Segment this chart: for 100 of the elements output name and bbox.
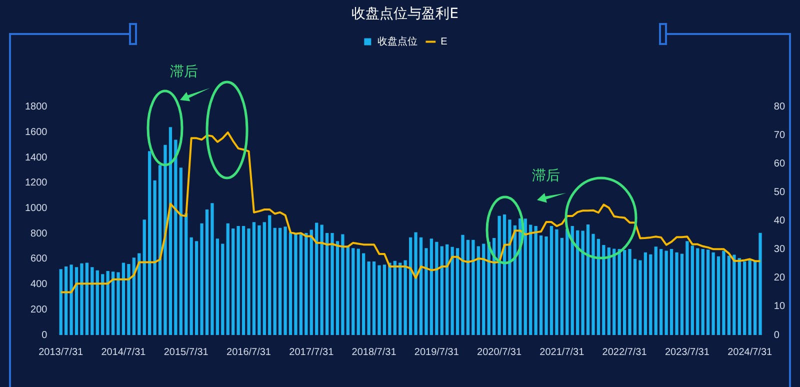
- bar: [284, 226, 287, 335]
- bar: [210, 203, 214, 335]
- bar: [304, 232, 308, 335]
- bar: [622, 250, 626, 335]
- bar: [644, 252, 648, 335]
- bar: [96, 270, 99, 335]
- bar: [288, 232, 292, 335]
- bar: [278, 228, 282, 335]
- bar: [450, 246, 454, 335]
- x-tick-label: 2013/7/31: [38, 346, 84, 358]
- bar: [544, 236, 548, 335]
- y-tick-label: 800: [30, 228, 48, 240]
- y-tick-label: 0: [42, 330, 48, 341]
- y2-tick-label: 80: [774, 102, 786, 113]
- bar: [242, 226, 246, 335]
- bar: [618, 249, 621, 335]
- bar: [498, 216, 501, 335]
- bar: [675, 252, 678, 335]
- bar: [408, 237, 412, 335]
- bar: [236, 226, 240, 335]
- bar: [424, 248, 428, 335]
- bar: [216, 238, 220, 335]
- chart-title: 收盘点位与盈利E: [352, 6, 458, 22]
- x-tick-label: 2019/7/31: [414, 346, 460, 358]
- bar: [372, 261, 376, 335]
- bar: [581, 230, 584, 335]
- bar: [555, 229, 558, 335]
- bar: [524, 218, 527, 335]
- bar: [529, 224, 532, 335]
- bar: [712, 252, 715, 335]
- bar: [660, 249, 663, 335]
- bar: [456, 248, 460, 335]
- bar: [90, 267, 94, 335]
- bar: [101, 274, 104, 335]
- y-tick-label: 1600: [24, 126, 48, 138]
- bar: [430, 238, 434, 335]
- bar: [262, 222, 266, 335]
- x-tick-label: 2016/7/31: [226, 346, 272, 358]
- y2-tick-label: 70: [774, 130, 786, 142]
- bar: [310, 230, 313, 335]
- bar: [706, 250, 710, 335]
- bar: [732, 254, 736, 335]
- bar: [367, 261, 370, 335]
- bar: [482, 244, 486, 335]
- y2-tick-label: 40: [774, 216, 786, 227]
- y2-tick-label: 0: [774, 330, 780, 341]
- bar: [461, 234, 464, 335]
- y2-tick-label: 10: [774, 301, 786, 312]
- bar: [294, 234, 298, 335]
- bar: [404, 260, 407, 335]
- bar: [686, 241, 689, 335]
- bar: [362, 253, 366, 335]
- bar: [158, 165, 162, 335]
- bar: [142, 220, 146, 335]
- bar: [654, 246, 658, 335]
- annotation: 滞后: [532, 167, 560, 185]
- bar: [122, 262, 126, 335]
- bar: [258, 225, 261, 335]
- text: 滞后: [170, 63, 198, 81]
- bar: [205, 209, 209, 335]
- x-tick-label: 2022/7/31: [602, 346, 648, 358]
- x-tick-label: 2014/7/31: [101, 346, 146, 358]
- bar: [539, 235, 543, 335]
- bar: [85, 262, 89, 335]
- bar: [153, 180, 156, 335]
- bar: [168, 127, 172, 335]
- bar: [727, 256, 731, 335]
- y-tick-label: 200: [30, 304, 48, 316]
- y-tick-label: 1400: [24, 152, 48, 164]
- y-tick-label: 400: [30, 279, 48, 290]
- legend-label: E: [440, 36, 448, 48]
- bar: [502, 214, 506, 335]
- bar: [346, 246, 350, 335]
- bar: [534, 226, 538, 335]
- bar: [247, 228, 250, 335]
- bar: [148, 151, 152, 335]
- bar: [716, 256, 720, 335]
- bar: [64, 266, 68, 335]
- bar: [106, 270, 110, 335]
- bar: [472, 240, 475, 335]
- bar: [596, 238, 600, 335]
- x-tick-label: 2018/7/31: [352, 346, 397, 358]
- bar: [758, 232, 762, 335]
- bar: [446, 244, 449, 335]
- x-tick-label: 2024/7/31: [728, 346, 773, 358]
- bar: [325, 232, 329, 335]
- bar: [200, 223, 204, 335]
- bar: [738, 258, 741, 335]
- y2-tick-label: 30: [774, 244, 786, 256]
- bar: [174, 140, 178, 335]
- y-tick-label: 1800: [24, 102, 48, 113]
- bar: [221, 244, 224, 335]
- bar: [59, 269, 62, 335]
- bar: [696, 248, 700, 335]
- bar: [127, 264, 130, 335]
- bar: [748, 260, 752, 335]
- bar: [111, 272, 115, 335]
- bar: [649, 254, 652, 335]
- bar: [602, 244, 606, 335]
- bar: [80, 263, 84, 335]
